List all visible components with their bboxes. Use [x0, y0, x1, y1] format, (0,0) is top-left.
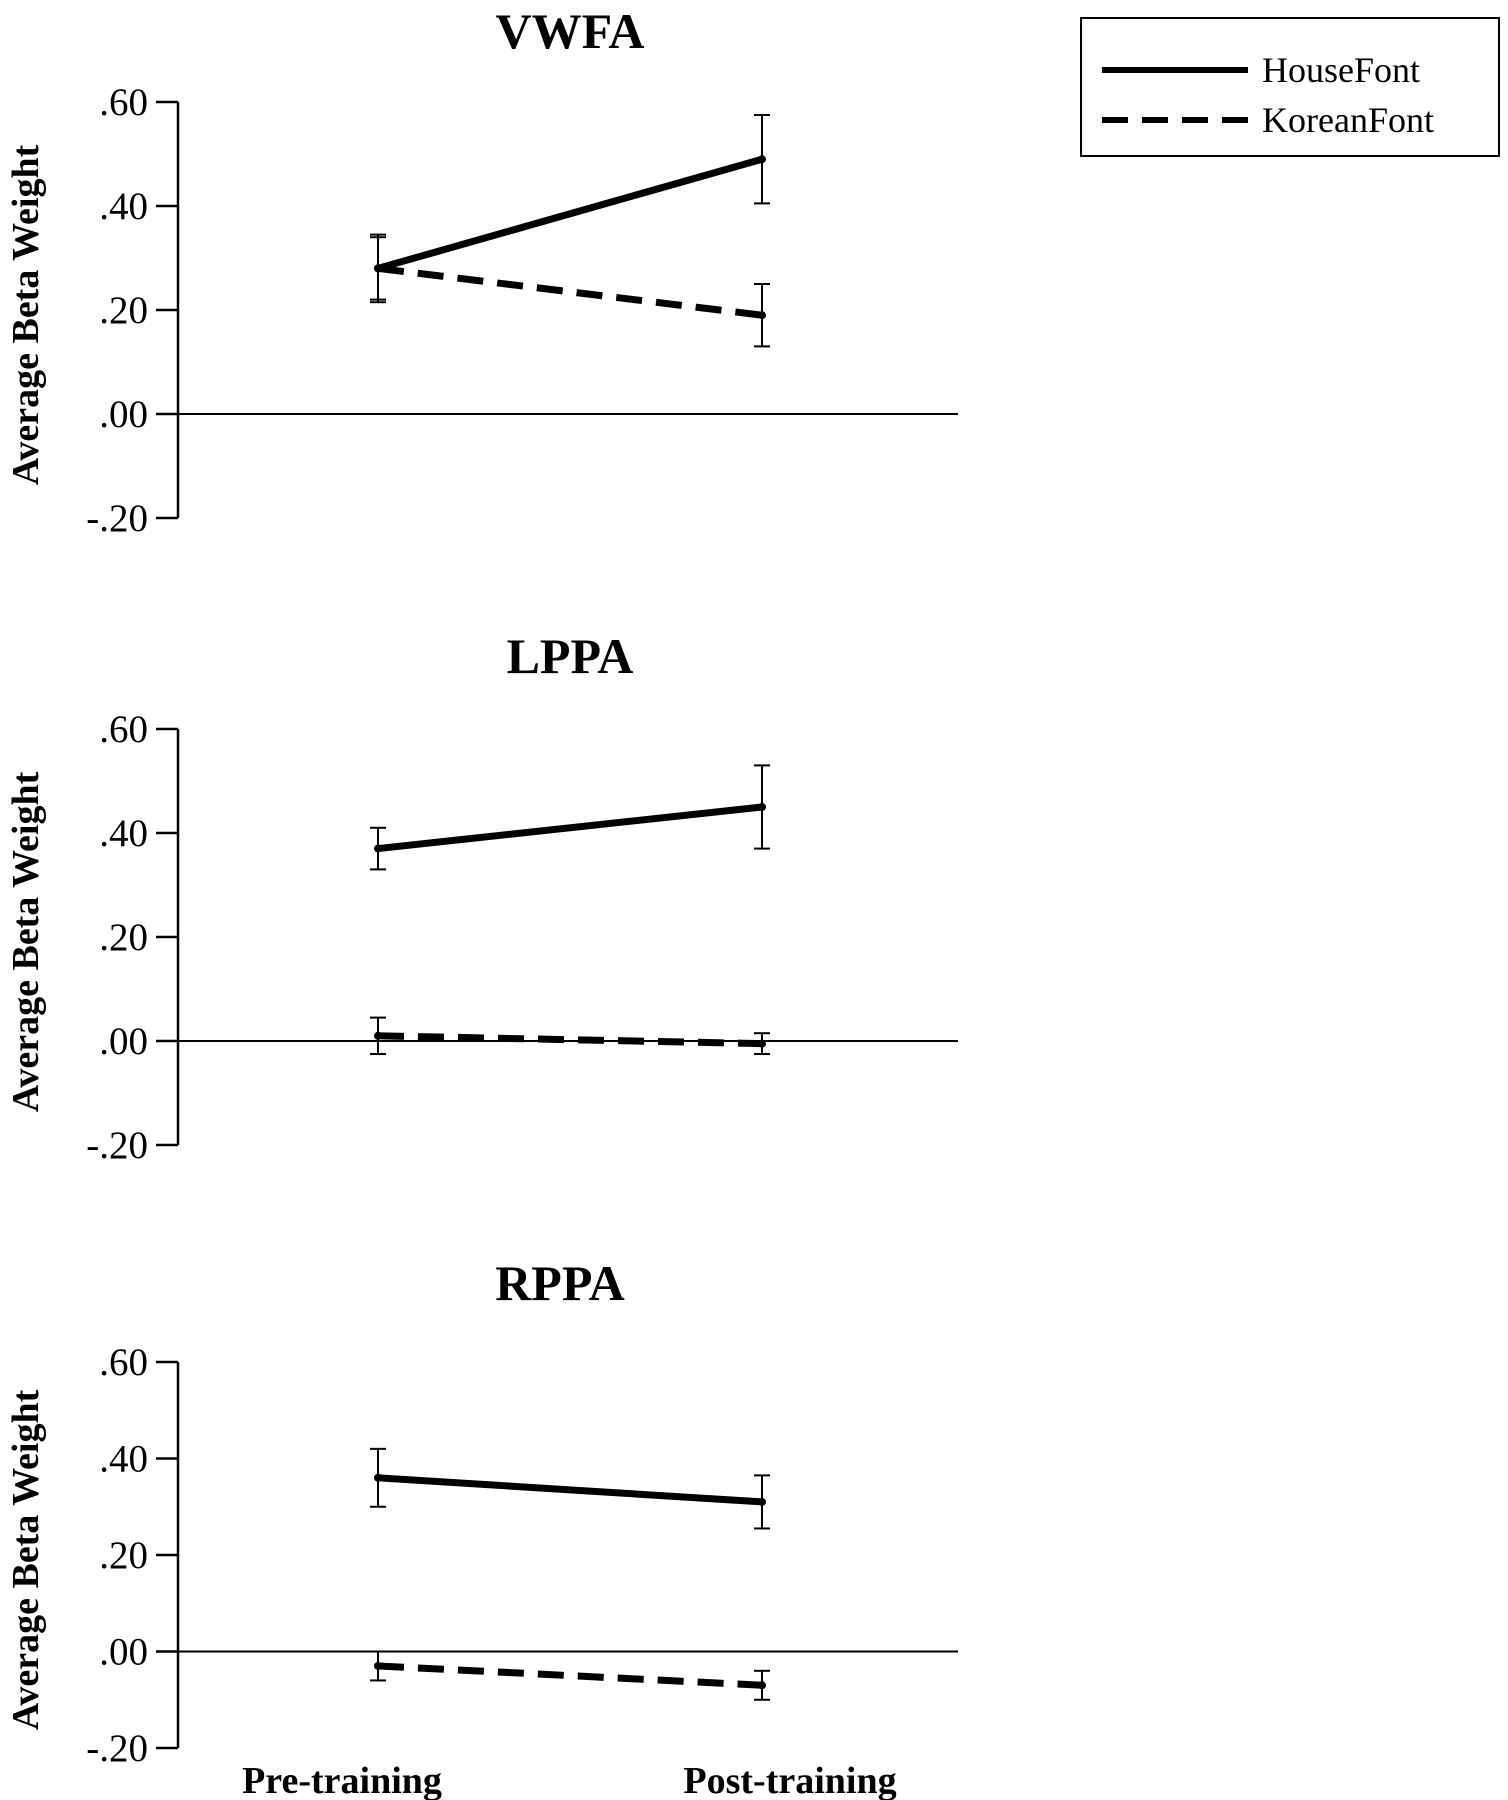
- y-tick-label: .20: [99, 916, 148, 959]
- series-line: [377, 1032, 763, 1048]
- y-axis-label: Average Beta Weight: [5, 1389, 47, 1730]
- x-axis-labels: Pre-training Post-training: [242, 1760, 897, 1800]
- y-tick-label: -.20: [86, 1727, 148, 1770]
- panel-title: LPPA: [507, 628, 634, 684]
- y-tick-label: .20: [99, 1534, 148, 1577]
- legend-box: [1080, 17, 1500, 157]
- y-tick-label: .60: [99, 708, 148, 751]
- series-line: [377, 803, 763, 853]
- data-point: [758, 1497, 766, 1506]
- data-point: [758, 155, 766, 164]
- data-point: [758, 1039, 766, 1048]
- legend: HouseFont KoreanFont: [1080, 17, 1500, 157]
- legend-label-koreanfont: KoreanFont: [1262, 100, 1434, 140]
- y-tick-label: .00: [99, 1020, 148, 1063]
- y-tick-label: .00: [99, 1631, 148, 1674]
- data-point: [374, 1661, 382, 1670]
- data-point: [374, 264, 382, 273]
- series-housefont: [370, 1447, 770, 1530]
- y-axis-label: Average Beta Weight: [5, 771, 47, 1112]
- y-tick-label: .40: [99, 185, 148, 228]
- series-line: [377, 1662, 763, 1689]
- y-tick-label: .20: [99, 289, 148, 332]
- y-tick-label: -.20: [86, 1124, 148, 1167]
- series-line: [377, 1474, 763, 1506]
- data-point: [374, 844, 382, 853]
- panel-lppa: LPPA .60 .40 .20 .00 -.20 Average Beta Weight: [5, 628, 958, 1167]
- series-housefont: [370, 764, 770, 871]
- panel-title: VWFA: [495, 3, 644, 59]
- x-category-label: Pre-training: [242, 1760, 442, 1800]
- panel-title: RPPA: [495, 1255, 625, 1311]
- series-housefont: [370, 114, 770, 304]
- series-koreanfont: [370, 1016, 770, 1055]
- y-tick-label: .40: [99, 812, 148, 855]
- data-point: [758, 1681, 766, 1690]
- series-line: [377, 155, 763, 272]
- panel-vwfa: VWFA .60 .40 .20 .00 -.20 Average Beta Weight: [5, 3, 958, 540]
- series-line: [377, 264, 763, 319]
- y-tick-label: .60: [99, 1341, 148, 1384]
- series-koreanfont: [370, 236, 770, 348]
- y-tick-label: -.20: [86, 497, 148, 540]
- y-axis-label: Average Beta Weight: [5, 144, 47, 485]
- y-tick-label: .40: [99, 1438, 148, 1481]
- y-tick-label: .00: [99, 393, 148, 436]
- y-tick-label: .60: [99, 81, 148, 124]
- data-point: [374, 1473, 382, 1482]
- legend-label-housefont: HouseFont: [1262, 50, 1420, 90]
- data-point: [374, 1031, 382, 1040]
- data-point: [758, 311, 766, 320]
- series-koreanfont: [370, 1650, 770, 1701]
- x-category-label: Post-training: [683, 1760, 896, 1800]
- data-point: [758, 803, 766, 811]
- panel-rppa: RPPA .60 .40 .20 .00 -.20 Average Beta Weight: [5, 1255, 958, 1770]
